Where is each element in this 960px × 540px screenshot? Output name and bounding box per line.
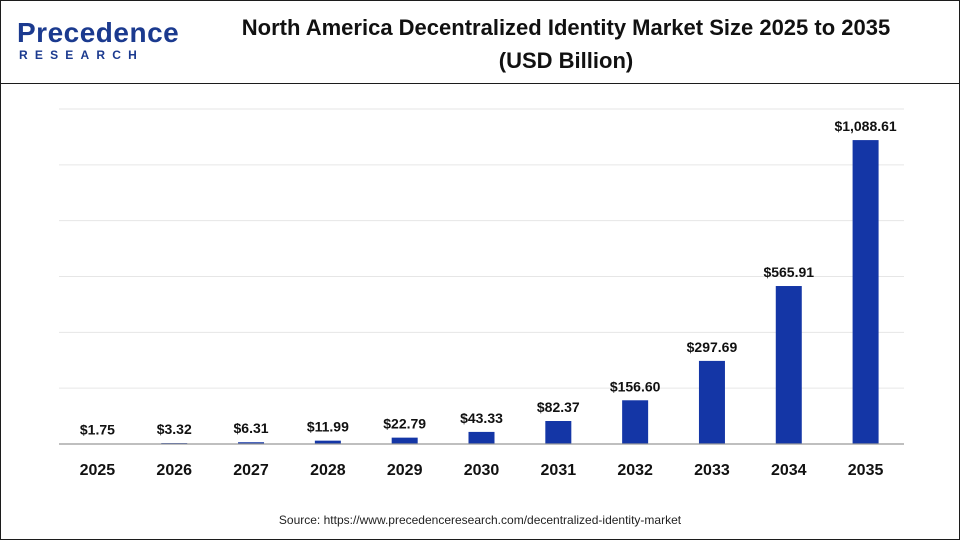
data-label: $6.31 [234,420,269,436]
bar-2029 [391,437,418,444]
bar-2031 [545,421,572,444]
data-label: $565.91 [763,264,814,280]
x-tick-label: 2035 [848,462,884,479]
data-label: $1,088.61 [834,118,896,134]
x-tick-label: 2034 [771,462,807,479]
bar-2033 [698,360,725,444]
x-tick-label: 2031 [541,462,577,479]
x-tick-label: 2027 [233,462,269,479]
bar-2027 [238,442,265,444]
bar-2032 [622,400,649,444]
x-tick-label: 2032 [617,462,653,479]
chart-title: North America Decentralized Identity Mar… [181,11,951,77]
bar-2030 [468,431,495,444]
header: Precedence RESEARCH North America Decent… [1,1,959,84]
x-tick-label: 2026 [156,462,192,479]
data-label: $1.75 [80,422,115,438]
bar-2035 [852,140,879,444]
data-label: $297.69 [687,339,738,355]
brand-sub: RESEARCH [19,48,144,62]
x-tick-label: 2033 [694,462,730,479]
brand-logo: Precedence RESEARCH [17,17,180,67]
source-note: Source: https://www.precedenceresearch.c… [278,513,682,527]
bar-chart: $1.75 2025 $3.32 2026 $6.31 2027 $11.99 2028 $22… [59,108,904,479]
data-label: $3.32 [157,421,192,437]
x-tick-label: 2025 [80,462,116,479]
data-label: $11.99 [307,419,349,435]
brand-name: Precedence [17,17,180,48]
data-label: $156.60 [610,378,661,394]
bar-2034 [775,286,802,444]
data-label: $43.33 [460,410,503,426]
bar-2028 [314,440,341,444]
x-tick-label: 2029 [387,462,423,479]
data-label: $82.37 [537,399,580,415]
data-label: $22.79 [383,416,426,432]
chart-title-line1: North America Decentralized Identity Mar… [241,15,891,40]
x-tick-label: 2028 [310,462,346,479]
chart-title-line2: (USD Billion) [498,48,634,73]
x-tick-label: 2030 [464,462,500,479]
